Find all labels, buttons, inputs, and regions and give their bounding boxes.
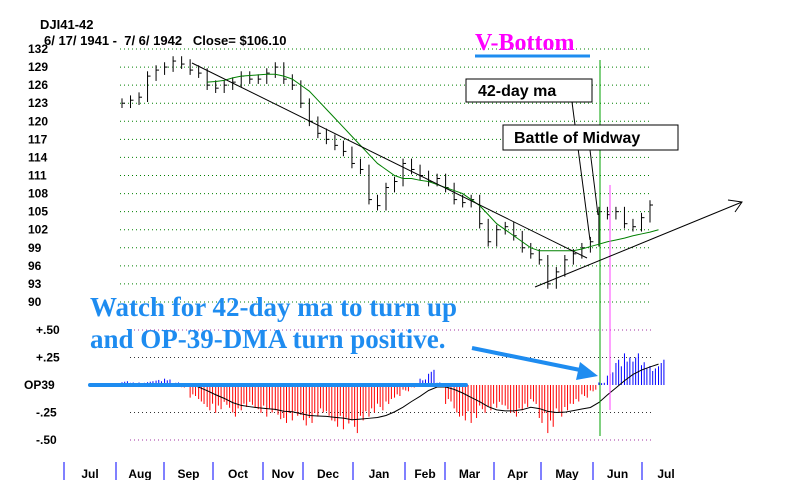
y-tick-label: 105 bbox=[28, 205, 48, 219]
y-tick-label: 117 bbox=[28, 132, 48, 146]
indicator-tick-label: -.25 bbox=[36, 406, 57, 420]
chart-title: DJI41-42 bbox=[40, 17, 93, 32]
watch-text-line1: Watch for 42-day ma to turn up bbox=[90, 292, 457, 322]
watch-arrowhead-icon bbox=[576, 362, 598, 380]
y-tick-label: 111 bbox=[28, 169, 47, 183]
month-label: Oct bbox=[228, 467, 248, 480]
ma-callout-text: 42-day ma bbox=[478, 83, 556, 100]
watch-text-line2: and OP-39-DMA turn positive. bbox=[90, 324, 446, 354]
month-label: Mar bbox=[459, 467, 481, 480]
indicator-label: OP39 bbox=[24, 378, 55, 392]
y-tick-label: 132 bbox=[28, 42, 48, 56]
midway-callout-line bbox=[589, 149, 599, 216]
month-label: Jul bbox=[657, 467, 674, 480]
indicator-tick-label: +.25 bbox=[36, 351, 60, 365]
ma42-line bbox=[207, 73, 659, 252]
month-label: Dec bbox=[317, 467, 339, 480]
uptrend-line bbox=[534, 201, 743, 288]
month-label: Apr bbox=[507, 467, 528, 480]
midway-callout-text: Battle of Midway bbox=[514, 130, 640, 147]
month-label: Nov bbox=[272, 467, 295, 480]
month-label: Jul bbox=[81, 467, 98, 480]
watch-arrow-shaft bbox=[471, 346, 591, 374]
y-tick-label: 96 bbox=[28, 259, 42, 273]
y-tick-label: 120 bbox=[28, 114, 48, 128]
uptrend-arrowhead-icon bbox=[727, 199, 743, 213]
month-label: Aug bbox=[128, 467, 151, 480]
month-label: May bbox=[555, 467, 579, 480]
indicator-tick-label: -.50 bbox=[36, 433, 57, 447]
month-label: Sep bbox=[177, 467, 199, 480]
y-tick-label: 126 bbox=[28, 78, 48, 92]
y-tick-label: 123 bbox=[28, 96, 48, 110]
y-tick-label: 108 bbox=[28, 187, 48, 201]
ma-callout-box bbox=[465, 78, 593, 103]
y-tick-label: 114 bbox=[28, 150, 48, 164]
y-tick-label: 90 bbox=[28, 295, 42, 309]
y-tick-label: 99 bbox=[28, 241, 42, 255]
chart-subtitle: 6/ 17/ 1941 - 7/ 6/ 1942 Close= $106.10 bbox=[44, 33, 286, 48]
midway-callout-box bbox=[502, 124, 679, 151]
y-tick-label: 129 bbox=[28, 60, 48, 74]
op39-ma-line bbox=[189, 363, 659, 421]
v-bottom-label: V-Bottom bbox=[475, 30, 575, 56]
month-label: Jan bbox=[369, 467, 390, 480]
ma-callout-line bbox=[571, 101, 591, 241]
downtrend-line bbox=[191, 62, 588, 259]
y-tick-label: 102 bbox=[28, 223, 48, 237]
month-label: Jun bbox=[607, 467, 628, 480]
indicator-tick-label: +.50 bbox=[36, 323, 60, 337]
month-label: Feb bbox=[414, 467, 435, 480]
y-tick-label: 93 bbox=[28, 277, 42, 291]
